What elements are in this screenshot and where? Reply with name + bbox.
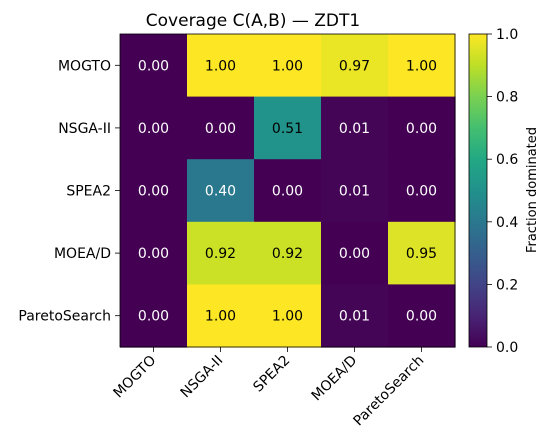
cell-value-label: 0.01 — [339, 309, 370, 325]
heatmap-cell — [254, 96, 322, 160]
colorbar-tick-label: 1.0 — [496, 27, 518, 43]
cell-value-label: 0.01 — [339, 184, 370, 200]
colorbar-ticks: 0.0 0.2 0.4 0.6 0.8 1.0 — [487, 27, 518, 356]
colorbar: 0.0 0.2 0.4 0.6 0.8 1.0 Fraction dominated — [468, 27, 540, 356]
cell-value-label: 0.00 — [138, 58, 169, 74]
heatmap-cell — [388, 159, 456, 223]
cell-value-label: 0.00 — [406, 309, 437, 325]
cell-value-label: 0.40 — [205, 184, 236, 200]
column-label: SPEA2 — [250, 353, 293, 396]
cell-value-label: 0.01 — [339, 121, 370, 137]
column-label: MOGTO — [111, 353, 160, 402]
cell-value-label: 1.00 — [272, 309, 303, 325]
column-label: MOEA/D — [309, 353, 361, 405]
heatmap-cell — [120, 159, 188, 223]
heatmap-cell — [187, 221, 255, 285]
heatmap-cell — [321, 221, 389, 285]
cell-value-label: 0.97 — [339, 58, 370, 74]
cell-value-label: 1.00 — [406, 58, 437, 74]
column-label: ParetoSearch — [351, 353, 428, 430]
cell-value-label: 0.00 — [138, 184, 169, 200]
cell-value-label: 1.00 — [205, 309, 236, 325]
chart-title: Coverage C(A,B) — ZDT1 — [146, 11, 360, 31]
heatmap-cell — [254, 34, 322, 98]
cell-value-label: 0.00 — [138, 121, 169, 137]
heatmap-cell — [321, 284, 389, 348]
colorbar-tick-label: 0.4 — [496, 215, 518, 231]
heatmap-cells: 0.00 1.00 1.00 0.97 1.00 0.00 0.00 0.51 0.01 0.00… — [119, 33, 456, 348]
column-label: NSGA-II — [178, 353, 227, 402]
heatmap-cell — [254, 159, 322, 223]
cell-value-label: 0.00 — [406, 121, 437, 137]
heatmap-cell — [120, 34, 188, 98]
cell-value-label: 0.00 — [406, 184, 437, 200]
row-label: MOEA/D — [54, 246, 111, 262]
row-label: ParetoSearch — [18, 309, 111, 325]
heatmap-cell — [388, 96, 456, 160]
row-label: NSGA-II — [58, 121, 111, 137]
heatmap-cell — [254, 221, 322, 285]
cell-value-label: 0.00 — [339, 246, 370, 262]
heatmap-cell — [254, 284, 322, 348]
cell-value-label: 0.51 — [272, 121, 303, 137]
heatmap-cell — [388, 221, 456, 285]
heatmap-cell — [321, 159, 389, 223]
cell-value-label: 0.92 — [205, 246, 236, 262]
heatmap-cell — [321, 96, 389, 160]
row-label: MOGTO — [58, 58, 111, 74]
colorbar-tick-label: 0.8 — [496, 90, 518, 106]
heatmap-cell — [187, 284, 255, 348]
cell-value-label: 0.00 — [272, 184, 303, 200]
heatmap-cell — [187, 96, 255, 160]
cell-value-label: 0.00 — [205, 121, 236, 137]
row-labels: MOGTO NSGA-II SPEA2 MOEA/D ParetoSearch — [18, 58, 120, 325]
heatmap-cell — [120, 221, 188, 285]
heatmap-cell — [120, 284, 188, 348]
colorbar-tick-label: 0.0 — [496, 340, 518, 356]
colorbar-tick-label: 0.6 — [496, 152, 518, 168]
heatmap-cell — [187, 34, 255, 98]
cell-value-label: 1.00 — [272, 58, 303, 74]
heatmap-cell — [120, 96, 188, 160]
heatmap-cell — [388, 284, 456, 348]
colorbar-gradient — [468, 33, 488, 348]
heatmap-cell — [388, 34, 456, 98]
cell-value-label: 0.92 — [272, 246, 303, 262]
colorbar-tick-label: 0.2 — [496, 277, 518, 293]
colorbar-label: Fraction dominated — [525, 127, 540, 253]
cell-value-label: 0.00 — [138, 309, 169, 325]
heatmap-cell — [321, 34, 389, 98]
heatmap-cell — [187, 159, 255, 223]
row-label: SPEA2 — [66, 184, 111, 200]
cell-value-label: 1.00 — [205, 58, 236, 74]
cell-value-label: 0.95 — [406, 246, 437, 262]
cell-value-label: 0.00 — [138, 246, 169, 262]
